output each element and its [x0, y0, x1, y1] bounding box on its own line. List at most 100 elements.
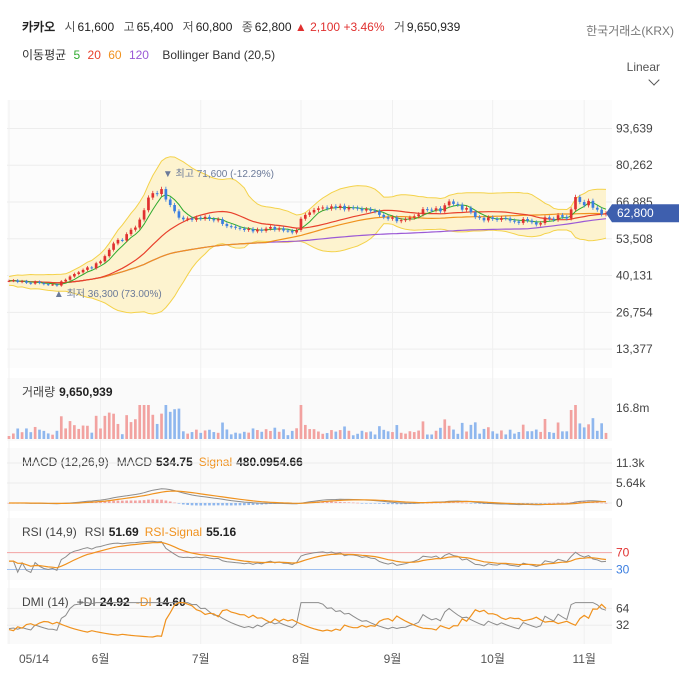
macd-histogram-bar [439, 502, 442, 504]
candle [277, 228, 281, 230]
volume-bar [229, 434, 233, 439]
macd-histogram-bar [604, 502, 608, 504]
x-tick-label: 9월 [384, 652, 402, 666]
macd-histogram-bar [565, 502, 569, 504]
candle [199, 217, 203, 219]
volume-bar [460, 422, 464, 439]
x-tick-label: 11월 [572, 652, 596, 666]
candle [290, 230, 294, 233]
macd-histogram-bar [343, 502, 346, 503]
candle [395, 217, 399, 222]
volume-bar [199, 432, 203, 439]
candle [565, 216, 569, 219]
volume-bar [308, 429, 312, 439]
volume-bar [155, 423, 159, 439]
volume-bar [190, 432, 194, 439]
candle [604, 213, 608, 215]
dmi-tick-label: 32 [616, 618, 630, 632]
volume-bar [482, 428, 486, 439]
volume-bar [147, 405, 150, 439]
ma-60[interactable]: 60 [108, 48, 122, 62]
candle [343, 205, 346, 210]
volume-bar [125, 415, 128, 439]
ma-5[interactable]: 5 [73, 48, 81, 62]
change-value: 2,100 [310, 20, 341, 34]
dmi-panel-title: DMI (14) +DI 24.92 -DI 14.60 [22, 595, 186, 609]
candle [212, 219, 216, 221]
candle [495, 219, 499, 221]
ma-20[interactable]: 20 [87, 48, 101, 62]
macd-histogram-bar [216, 503, 220, 506]
macd-histogram-bar [578, 501, 582, 503]
candle [59, 281, 63, 286]
volume-bar [347, 430, 351, 439]
candle [138, 219, 142, 228]
candle [439, 208, 442, 212]
x-tick-label: 8월 [292, 652, 310, 666]
candle [112, 243, 115, 250]
volume-bar [25, 428, 28, 439]
candle [186, 218, 190, 220]
macd-line [9, 488, 607, 506]
candle [378, 211, 381, 215]
ma-120[interactable]: 120 [128, 48, 149, 62]
candle [134, 227, 137, 230]
candle [587, 200, 590, 206]
volume-bar [242, 431, 246, 439]
macd-panel-title: MACD (12,26,9) MACD 534.75 Signal 480.0954.6… [22, 455, 303, 469]
volume-bar [391, 432, 394, 439]
macd-tick-label: 5.64k [616, 476, 646, 490]
macd-histogram-bar [164, 500, 168, 503]
candle [269, 226, 272, 229]
volume-bar [378, 426, 381, 439]
macd-histogram-bar [251, 503, 255, 505]
macd-histogram-bar [173, 502, 176, 504]
volume-title: 거래량 [22, 385, 55, 399]
volume-bar [12, 433, 15, 439]
volume-bar [500, 430, 503, 439]
candle [203, 216, 207, 219]
ma-label[interactable]: 이동평균 [22, 48, 67, 62]
candle [399, 220, 403, 222]
macd-histogram-bar [129, 500, 133, 503]
macd-histogram-bar [526, 503, 529, 504]
candle [526, 219, 529, 221]
price-tick-label: 13,377 [616, 342, 653, 356]
bollinger-upper-line [8, 156, 607, 278]
candle [234, 226, 237, 228]
candle [247, 228, 251, 231]
macd-histogram-bar [386, 503, 390, 505]
bollinger-label[interactable]: Bollinger Band (20,5) [162, 48, 276, 62]
volume-bar [569, 409, 573, 439]
minus-di-line [8, 602, 607, 638]
macd-histogram-bar [378, 503, 381, 504]
scale-mode-dropdown[interactable]: Linear [626, 60, 660, 74]
candle [447, 201, 451, 206]
candle [312, 209, 316, 213]
macd-histogram-bar [548, 502, 551, 504]
volume-bar [286, 435, 290, 439]
macd-histogram-bar [168, 501, 172, 503]
candle [556, 215, 560, 220]
close-label: 종 [241, 20, 253, 34]
volume-bar [216, 432, 220, 439]
candle [177, 211, 181, 218]
candle [7, 280, 11, 282]
change-percent: +3.46% [343, 20, 385, 34]
macd-tick-label: 0 [616, 496, 623, 510]
candle [460, 204, 464, 210]
volume-bar [604, 432, 608, 439]
volume-label: 거 [393, 20, 405, 34]
volume-bar [151, 414, 155, 439]
rsi-panel-title: RSI (14,9) RSI 51.69 RSI-Signal 55.16 [22, 525, 236, 539]
macd-histogram-bar [151, 499, 155, 503]
volume-bar [412, 432, 416, 439]
volume-bar [251, 428, 255, 439]
candle [578, 197, 582, 202]
volume-bar [303, 424, 307, 439]
volume-bar [195, 429, 198, 439]
candle [421, 209, 425, 215]
macd-histogram-bar [534, 503, 538, 504]
rsi-signal-series-name: RSI-Signal [145, 525, 202, 539]
